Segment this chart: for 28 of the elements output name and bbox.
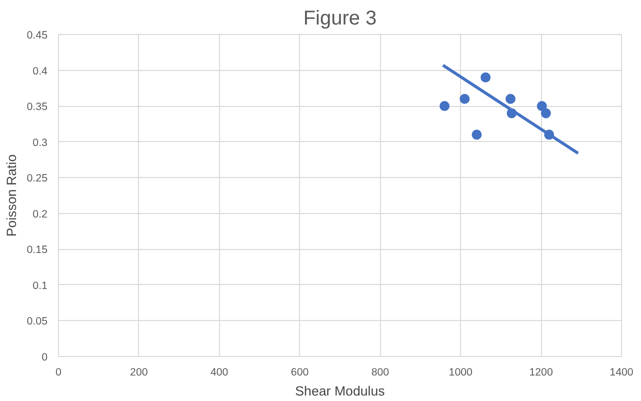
x-tick-label: 200 (130, 366, 148, 378)
y-tick-label: 0.3 (32, 136, 48, 149)
point (480, 72, 491, 82)
point (472, 130, 482, 140)
point (506, 94, 516, 104)
y-tick-label: 0.45 (26, 30, 48, 42)
x-axis-title: Shear Modulus (295, 384, 386, 398)
y-axis-title: Poisson Ratio (4, 154, 19, 237)
y-tick-label: 0.25 (26, 172, 48, 185)
y-tick-label: 0.35 (26, 101, 48, 114)
point (540, 108, 551, 118)
y-tick-label: 0.4 (32, 65, 48, 78)
point (440, 101, 450, 112)
point (536, 101, 547, 112)
y-tick-label: 0.15 (26, 244, 48, 256)
x-tick-label: 0 (56, 366, 62, 378)
chart-title: Figure 3 (303, 8, 377, 30)
point (460, 94, 470, 104)
y-tick-label: 0.1 (32, 280, 48, 292)
x-tick-label: 1000 (448, 366, 473, 378)
x-tick-label: 1200 (529, 366, 553, 378)
y-tick-label: 0 (42, 352, 48, 364)
y-tick-label: 0.2 (32, 208, 48, 220)
x-tick-label: 400 (210, 366, 228, 378)
x-tick-label: 600 (290, 366, 309, 378)
y-tick-label: 0.05 (26, 316, 48, 328)
x-tick-label: 800 (371, 366, 390, 378)
x-tick-label: 1400 (610, 366, 634, 378)
